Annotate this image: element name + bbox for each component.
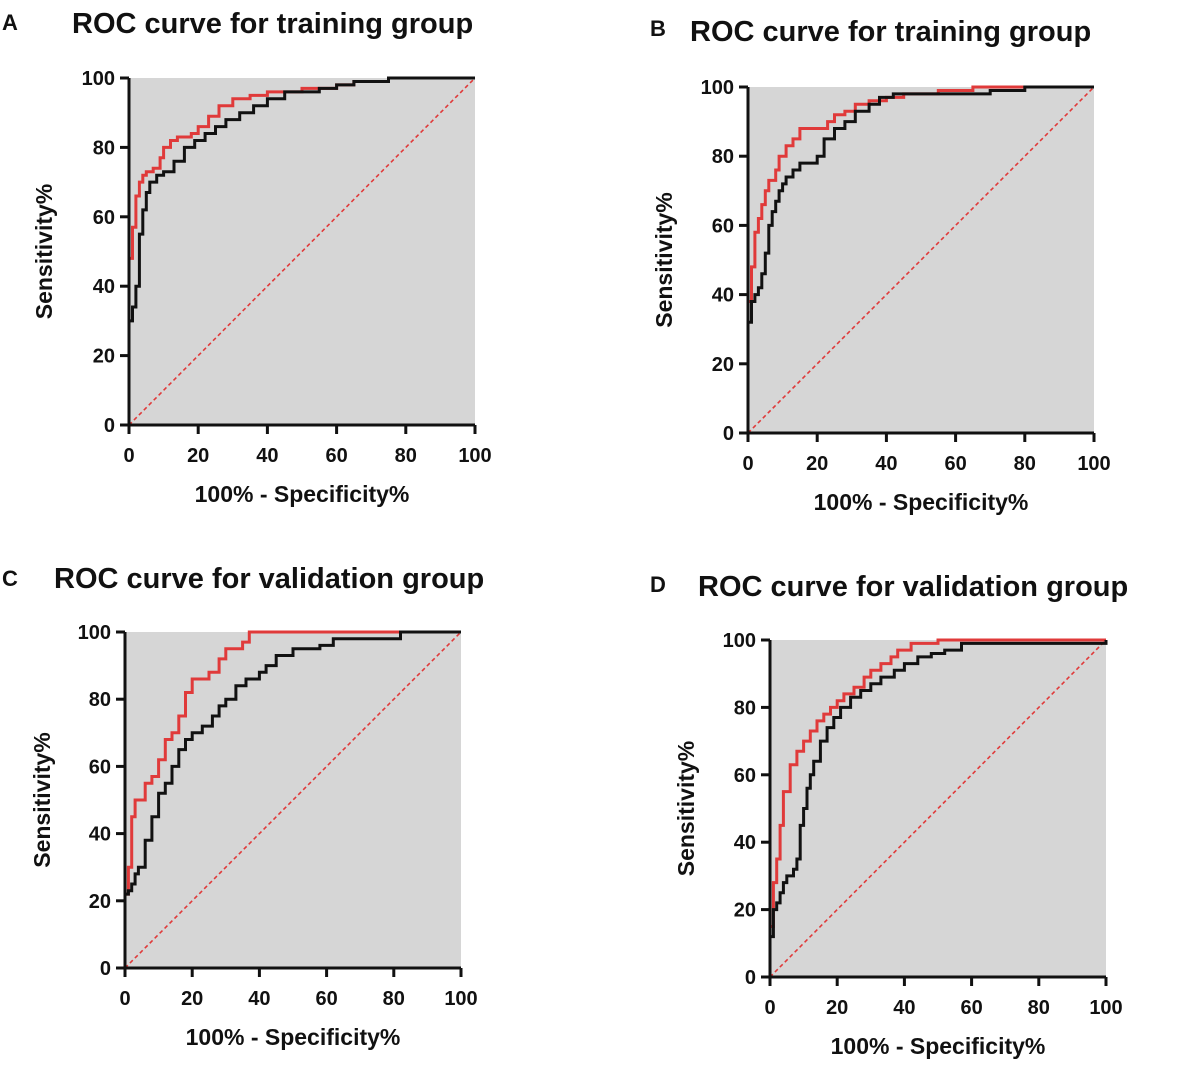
y-tick-label: 80	[734, 697, 756, 719]
x-tick-label: 0	[123, 445, 134, 467]
roc-curve-red	[123, 630, 461, 968]
y-tick-label: 0	[100, 958, 111, 980]
x-tick-label: 60	[944, 453, 966, 475]
x-tick-label: 100	[1089, 997, 1122, 1019]
x-tick-label: 40	[256, 445, 278, 467]
y-tick-label: 0	[104, 415, 115, 437]
chart-panel-b: B ROC curve for training group 0 20 40 60 80 10…	[650, 16, 1111, 515]
x-tick-label: 100	[458, 445, 491, 467]
chart-title: ROC curve for validation group	[54, 563, 484, 595]
x-tick-label: 40	[875, 453, 897, 475]
y-tick-label: 100	[701, 77, 734, 99]
y-tick-label: 40	[89, 824, 111, 846]
x-tick-label: 80	[383, 988, 405, 1010]
panel-letter: A	[2, 10, 18, 35]
y-axis-label: Sensitivity%	[31, 184, 57, 320]
roc-curve-red	[768, 638, 1106, 977]
y-tick-label: 20	[712, 354, 734, 376]
x-tick-label: 0	[764, 997, 775, 1019]
y-tick-label: 60	[712, 215, 734, 237]
chart-panel-d: D ROC curve for validation group 0 20 40 60 80…	[650, 571, 1128, 1059]
chart-title: ROC curve for training group	[690, 16, 1091, 48]
chart-title: ROC curve for training group	[72, 8, 473, 40]
y-tick-label: 20	[734, 900, 756, 922]
x-tick-label: 20	[181, 988, 203, 1010]
y-tick-label: 60	[89, 756, 111, 778]
x-tick-label: 20	[806, 453, 828, 475]
chart-panel-a: A ROC curve for training group 0 20 40 60 80 10…	[2, 8, 492, 507]
x-tick-label: 80	[1014, 453, 1036, 475]
y-tick-label: 20	[89, 891, 111, 913]
y-tick-label: 100	[82, 68, 115, 90]
panel-letter: B	[650, 16, 666, 41]
y-tick-label: 40	[734, 832, 756, 854]
y-axis-label: Sensitivity%	[29, 732, 55, 868]
x-tick-label: 20	[826, 997, 848, 1019]
y-tick-label: 80	[93, 137, 115, 159]
roc-curve-black	[746, 85, 1094, 433]
y-tick-label: 40	[93, 276, 115, 298]
y-tick-label: 100	[723, 630, 756, 652]
y-tick-label: 0	[723, 423, 734, 445]
x-tick-label: 80	[395, 445, 417, 467]
x-tick-label: 0	[119, 988, 130, 1010]
x-tick-label: 20	[187, 445, 209, 467]
y-tick-label: 100	[78, 622, 111, 644]
reference-diagonal	[769, 639, 1107, 978]
x-tick-label: 60	[315, 988, 337, 1010]
x-tick-label: 40	[893, 997, 915, 1019]
roc-curve-black	[123, 630, 461, 968]
x-axis-label: 100% - Specificity%	[831, 1033, 1046, 1059]
y-tick-label: 0	[745, 967, 756, 989]
y-tick-label: 40	[712, 285, 734, 307]
roc-curve-black	[127, 76, 475, 425]
x-axis-label: 100% - Specificity%	[186, 1024, 401, 1050]
chart-panel-c: C ROC curve for validation group 0 20 40 60 80…	[2, 563, 484, 1050]
panel-letter: C	[2, 566, 18, 591]
y-axis-label: Sensitivity%	[673, 741, 699, 877]
x-tick-label: 40	[248, 988, 270, 1010]
y-axis-label: Sensitivity%	[651, 192, 677, 328]
panel-letter: D	[650, 572, 666, 597]
reference-diagonal	[747, 86, 1095, 434]
x-tick-label: 60	[960, 997, 982, 1019]
x-tick-label: 0	[742, 453, 753, 475]
x-tick-label: 80	[1028, 997, 1050, 1019]
roc-curve-black	[768, 640, 1108, 977]
x-axis-label: 100% - Specificity%	[195, 481, 410, 507]
chart-title: ROC curve for validation group	[698, 571, 1128, 603]
reference-diagonal	[124, 631, 462, 969]
x-tick-label: 100	[1077, 453, 1110, 475]
y-tick-label: 60	[93, 207, 115, 229]
y-tick-label: 80	[89, 689, 111, 711]
x-axis-label: 100% - Specificity%	[814, 489, 1029, 515]
roc-curve-red	[127, 76, 475, 425]
x-tick-label: 100	[444, 988, 477, 1010]
y-tick-label: 80	[712, 146, 734, 168]
y-tick-label: 60	[734, 765, 756, 787]
x-tick-label: 60	[325, 445, 347, 467]
y-tick-label: 20	[93, 346, 115, 368]
reference-diagonal	[128, 77, 476, 426]
